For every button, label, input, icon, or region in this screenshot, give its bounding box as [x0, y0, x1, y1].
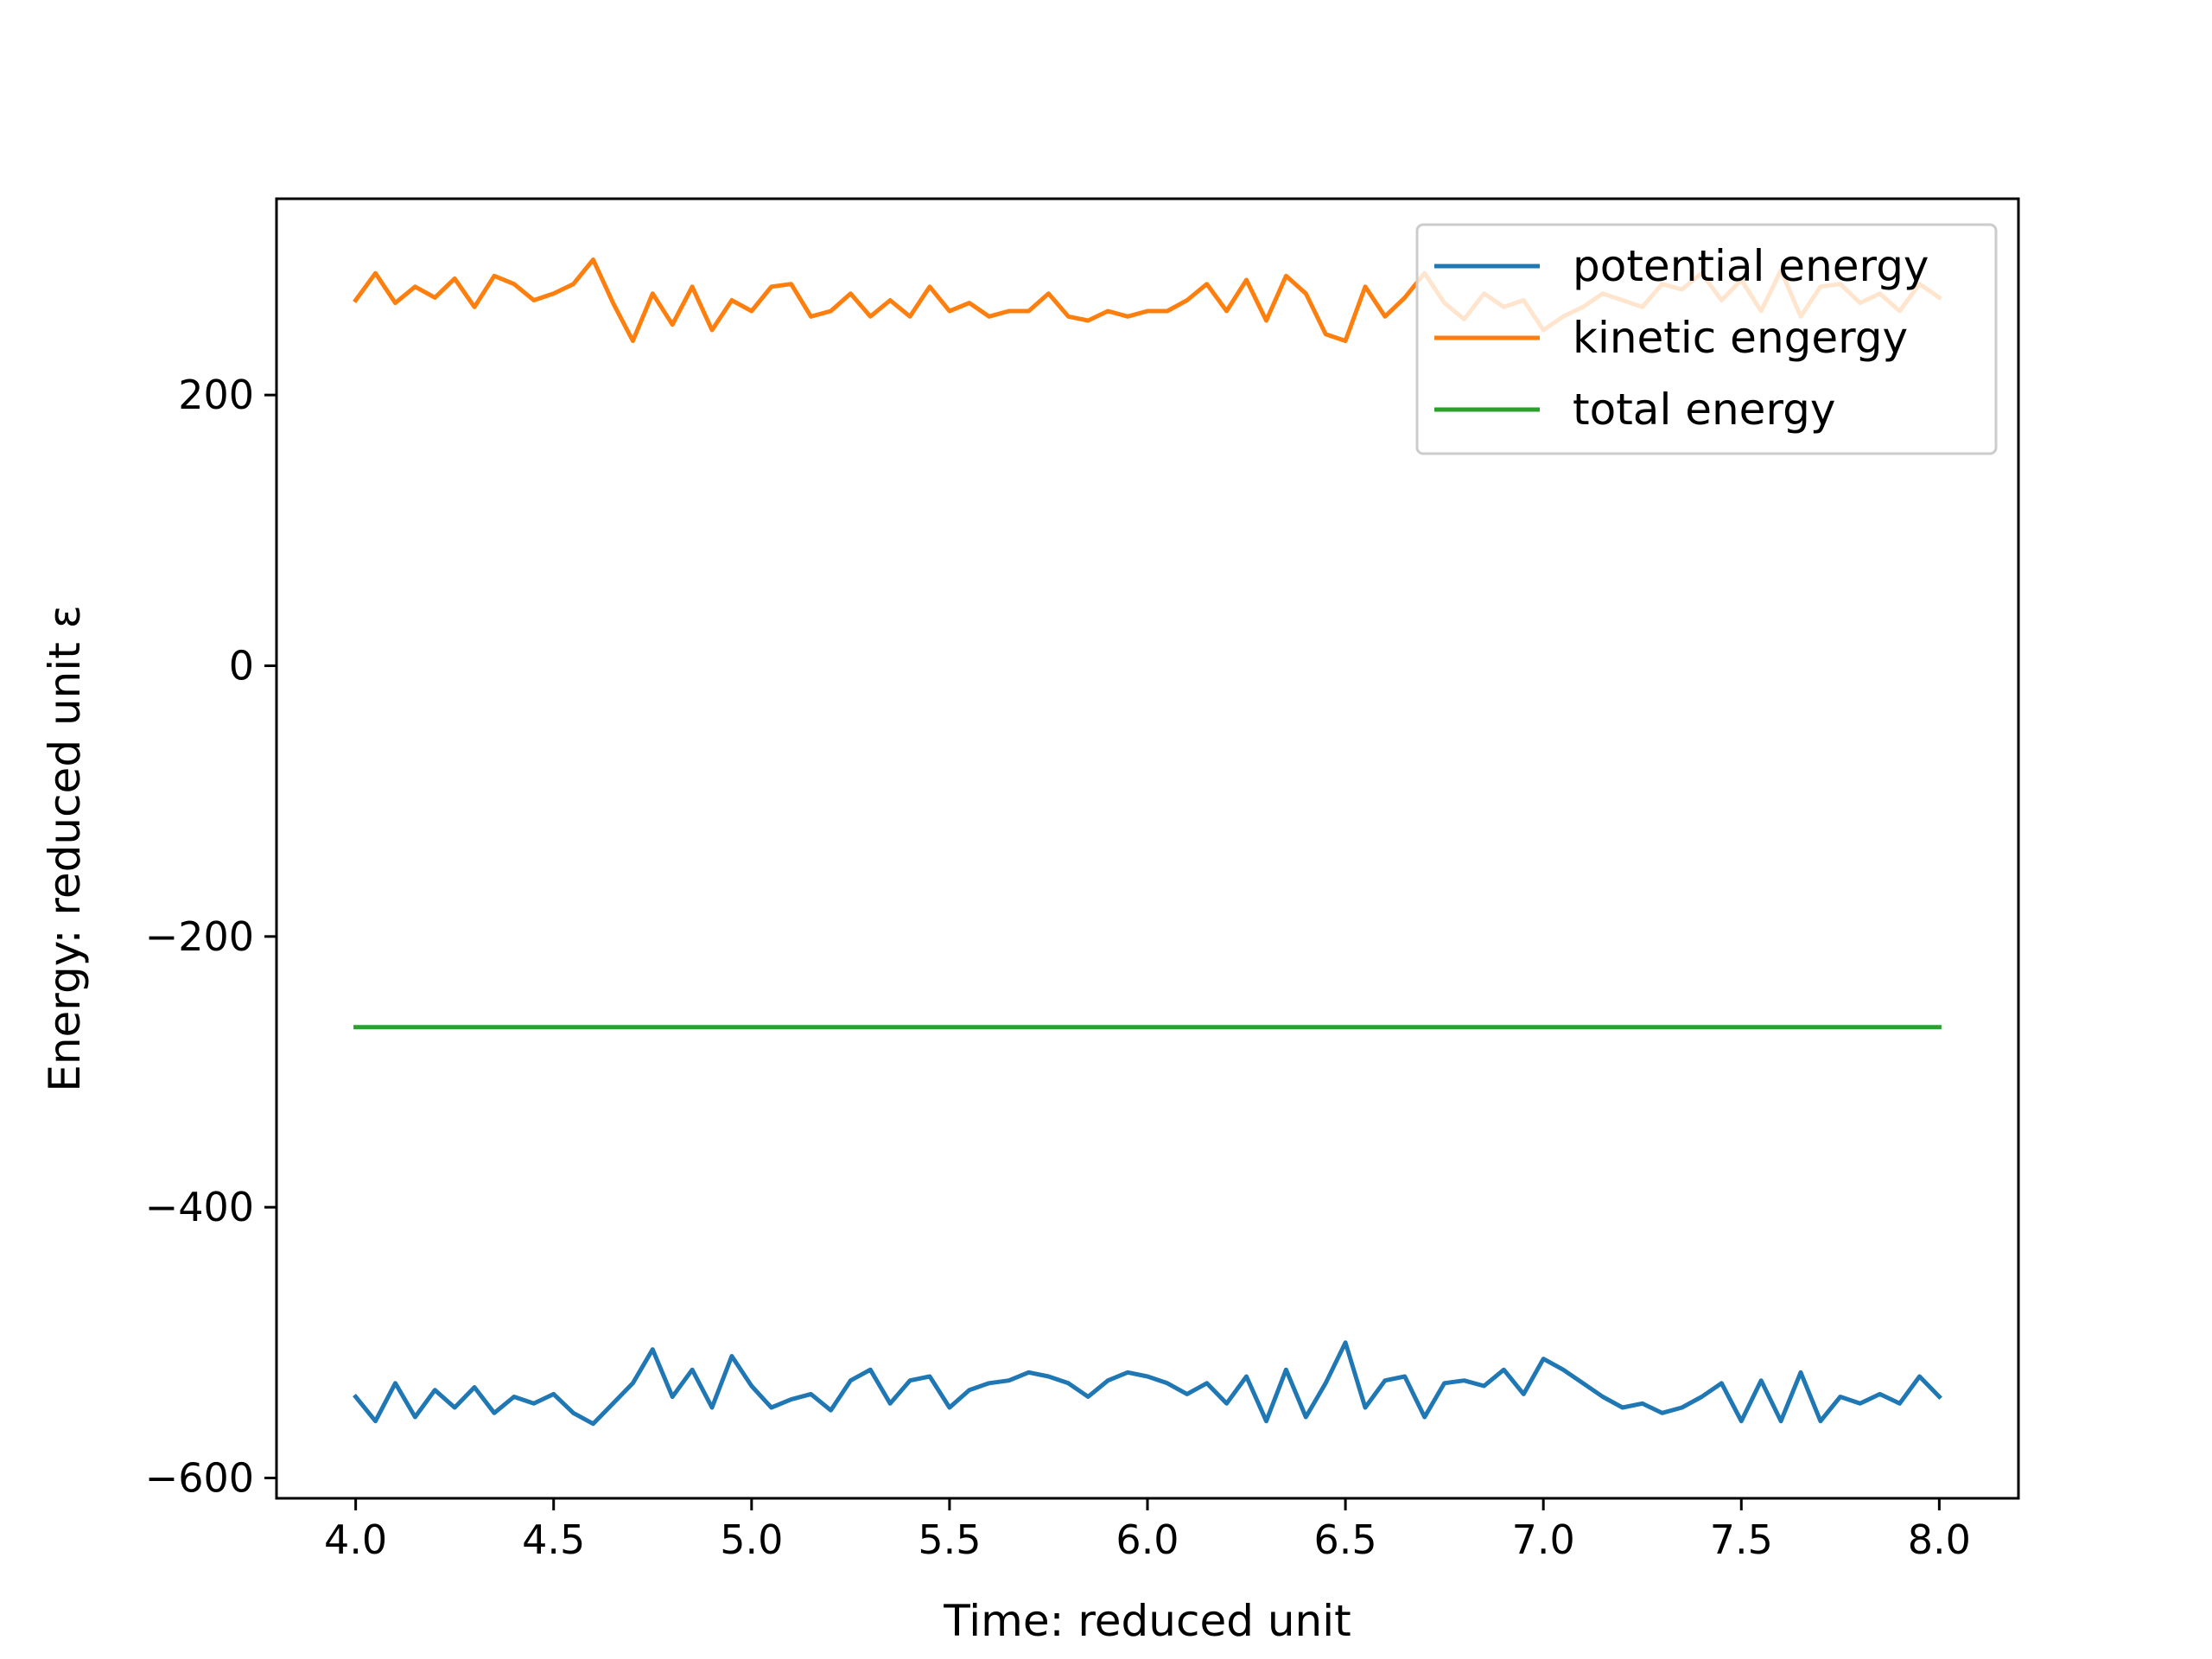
x-tick-label: 4.5 — [522, 1516, 585, 1563]
legend-box — [1415, 223, 1998, 455]
x-axis: 4.0 4.5 5.0 5.5 6.0 6.5 7.0 7.5 8.0 — [324, 1498, 1971, 1563]
legend-label-kinetic-engergy: kinetic engergy — [1573, 313, 1908, 363]
x-tick-label: 5.0 — [720, 1516, 783, 1563]
series-line-potential-energy — [353, 1340, 1942, 1427]
x-axis-label: Time: reduced unit — [943, 1596, 1351, 1646]
x-tick-label: 7.0 — [1512, 1516, 1575, 1563]
legend: potential energy kinetic engergy total ene… — [1415, 223, 1998, 455]
y-tick-label: 0 — [229, 643, 254, 690]
x-tick-label: 6.0 — [1116, 1516, 1179, 1563]
y-tick-label: −600 — [145, 1455, 254, 1502]
legend-label-potential-energy: potential energy — [1573, 241, 1929, 291]
x-tick-label: 7.5 — [1710, 1516, 1773, 1563]
x-tick-label: 4.0 — [324, 1516, 387, 1563]
y-axis: 200 0 −200 −400 −600 — [145, 372, 276, 1502]
legend-label-total-energy: total energy — [1573, 385, 1835, 435]
y-tick-label: 200 — [178, 372, 254, 418]
x-tick-label: 8.0 — [1908, 1516, 1971, 1563]
x-tick-label: 5.5 — [918, 1516, 981, 1563]
y-tick-label: −400 — [145, 1184, 254, 1230]
x-tick-label: 6.5 — [1314, 1516, 1377, 1563]
y-axis-label: Energy: reduced unit ε — [40, 605, 90, 1091]
y-tick-label: −200 — [145, 913, 254, 960]
